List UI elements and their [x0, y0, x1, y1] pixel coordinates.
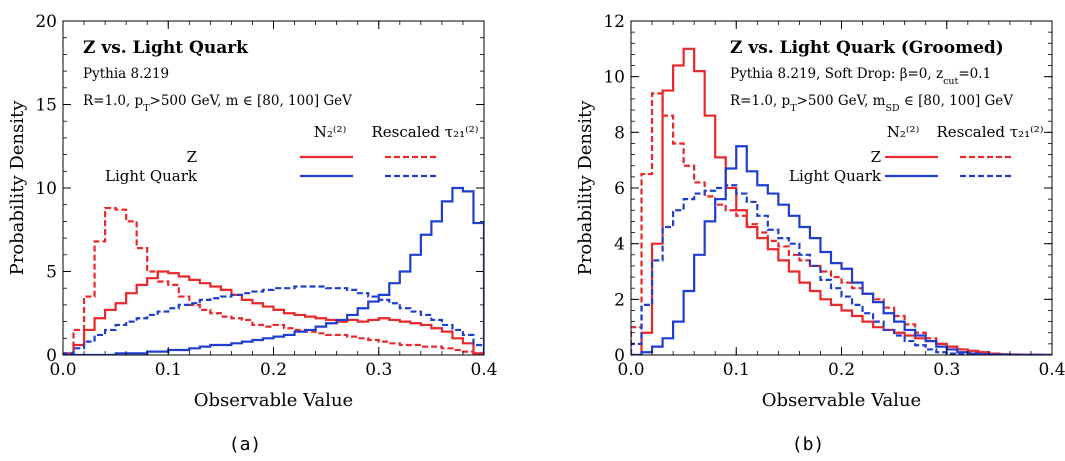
x-tick-label: 0.3: [365, 360, 392, 380]
x-axis-label: Observable Value: [194, 390, 353, 411]
panel-caption: (a): [229, 434, 262, 455]
y-tick-label: 5: [46, 263, 57, 283]
series-light-quark-tau21: [63, 285, 484, 355]
x-tick-label: 0.1: [723, 360, 750, 380]
x-tick-label: 0.3: [933, 360, 960, 380]
legend-col-header: N₂⁽²⁾: [314, 123, 347, 141]
legend-col-header: Rescaled τ₂₁⁽²⁾: [937, 123, 1044, 141]
panel-b: 0.0 0.1 0.2 0.3 0.4 0 2 4 6 8 10 12 Observable Value…: [575, 12, 1065, 455]
legend-row-label: Z: [187, 148, 197, 166]
panel-a: 0.0 0.1 0.2 0.3 0.4 0 5 10 15 20 Observable Value P…: [7, 12, 498, 455]
legend-col-header: N₂⁽²⁾: [887, 123, 920, 141]
y-tick-label: 8: [614, 123, 625, 143]
y-tick-label: 2: [614, 290, 625, 310]
y-tick-label: 15: [35, 96, 57, 116]
x-tick-label: 0.4: [470, 360, 497, 380]
x-tick-label: 0.4: [1038, 360, 1065, 380]
x-tick-label: 0.2: [828, 360, 855, 380]
subtitle-line-1: Pythia 8.219: [83, 66, 169, 82]
y-tick-label: 4: [614, 235, 625, 255]
y-tick-label: 6: [614, 179, 625, 199]
y-axis-label: Probability Density: [7, 100, 28, 276]
subtitle-line-2: R=1.0, pT>500 GeV, m ∈ [80, 100] GeV: [83, 93, 352, 114]
legend-col-header: Rescaled τ₂₁⁽²⁾: [372, 123, 479, 141]
y-tick-label: 10: [35, 179, 57, 199]
x-tick-label: 0.0: [49, 360, 76, 380]
legend-row-label: Light Quark: [105, 167, 198, 185]
chart-title: Z vs. Light Quark: [83, 38, 249, 58]
series-light-quark-tau21: [631, 184, 1052, 355]
y-axis-label: Probability Density: [575, 100, 596, 276]
x-tick-label: 0.0: [617, 360, 644, 380]
series-z-n2: [631, 47, 1052, 355]
y-tick-label: 20: [35, 12, 57, 32]
y-tick-label: 10: [603, 68, 625, 88]
x-tick-label: 0.2: [260, 360, 287, 380]
y-tick-label: 12: [603, 12, 625, 32]
series-z-n2: [63, 270, 484, 355]
subtitle-line-1: Pythia 8.219, Soft Drop: β=0, zcut=0.1: [730, 66, 991, 87]
y-tick-label: 0: [614, 346, 625, 366]
series-light-quark-n2: [63, 186, 484, 355]
legend-row-label: Light Quark: [789, 167, 882, 185]
x-tick-label: 0.1: [155, 360, 182, 380]
subtitle-line-2: R=1.0, pT>500 GeV, mSD ∈ [80, 100] GeV: [730, 93, 1013, 114]
legend-row-label: Z: [871, 148, 881, 166]
chart-title: Z vs. Light Quark (Groomed): [730, 38, 1004, 58]
panel-caption: (b): [792, 434, 825, 455]
x-axis-label: Observable Value: [762, 390, 921, 411]
series-group: [63, 186, 484, 355]
y-tick-label: 0: [46, 346, 57, 366]
series-z-tau21: [63, 206, 484, 355]
